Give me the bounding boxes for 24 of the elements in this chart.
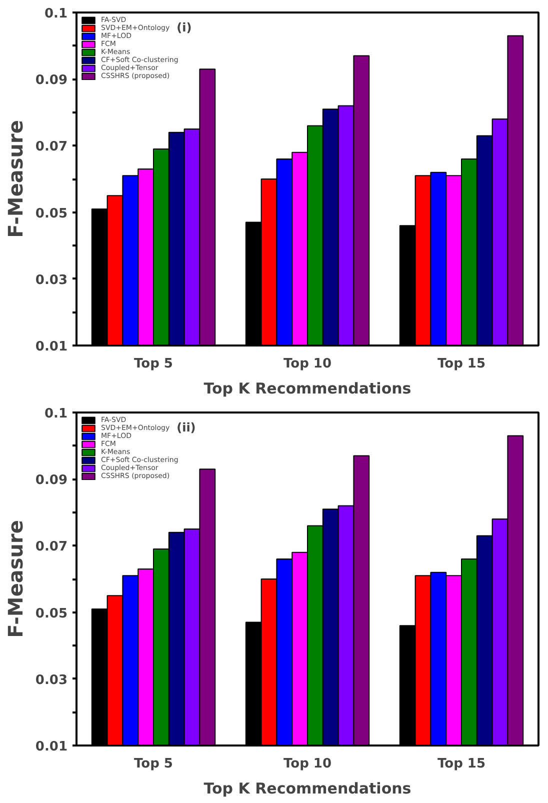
x-tick-label: Top 15 xyxy=(438,356,486,372)
y-tick-label: 0.1 xyxy=(44,406,68,422)
x-axis-title: Top K Recommendations xyxy=(204,380,412,398)
y-axis-title: F-Measure xyxy=(3,120,28,238)
y-tick-label: 0.05 xyxy=(35,206,68,222)
y-axis-title: F-Measure xyxy=(3,520,28,638)
x-tick-label: Top 15 xyxy=(438,756,486,772)
y-tick-label: 0.03 xyxy=(35,672,68,688)
annotation: (i) xyxy=(176,20,192,34)
y-tick-label: 0.07 xyxy=(35,140,68,155)
x-tick-label: Top 5 xyxy=(134,756,173,772)
y-tick-label: 0.01 xyxy=(35,740,68,754)
x-tick-label: Top 10 xyxy=(284,756,332,772)
y-tick-label: 0.07 xyxy=(35,540,68,555)
y-tick-label: 0.05 xyxy=(35,606,68,622)
x-tick-label: Top 10 xyxy=(284,356,332,372)
y-tick-label: 0.09 xyxy=(35,473,68,488)
annotation: (ii) xyxy=(176,420,196,434)
y-tick-label: 0.1 xyxy=(44,6,68,22)
x-axis-title: Top K Recommendations xyxy=(204,780,412,798)
y-tick-label: 0.09 xyxy=(35,73,68,88)
x-tick-label: Top 5 xyxy=(134,356,173,372)
y-tick-label: 0.01 xyxy=(35,340,68,354)
y-tick-label: 0.03 xyxy=(35,272,68,288)
